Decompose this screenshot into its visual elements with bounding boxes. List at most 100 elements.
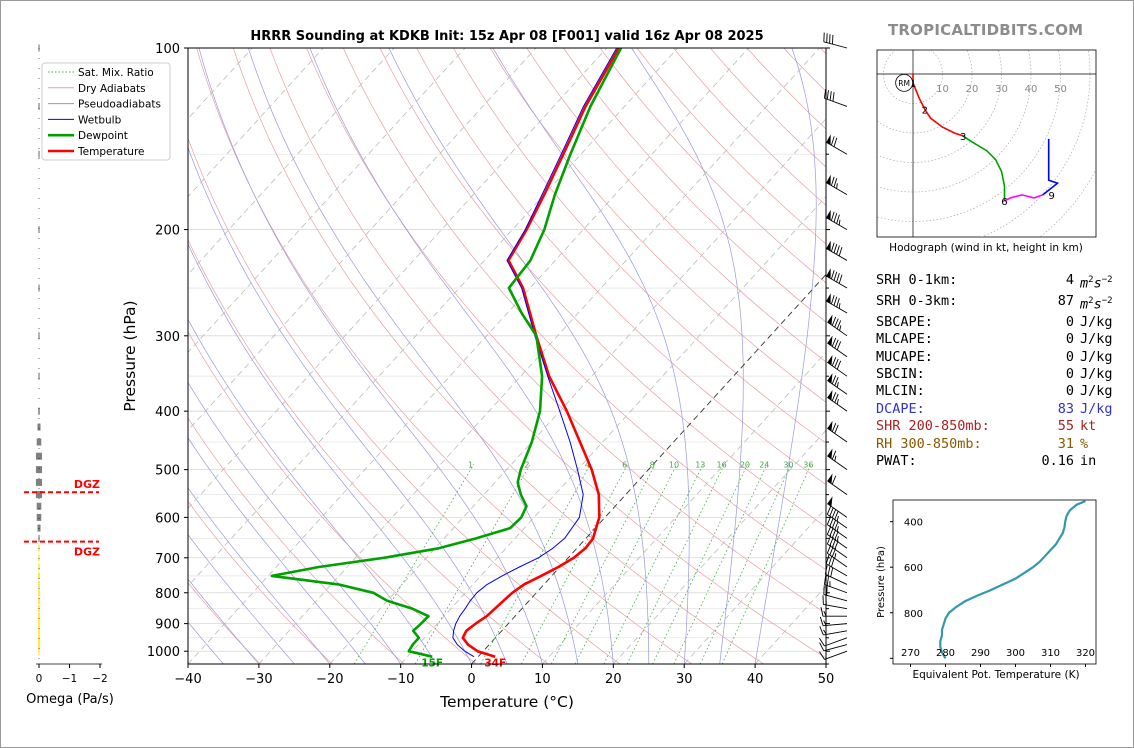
theta-y-tick-label: 800: [904, 609, 923, 620]
omega-bar: [35, 452, 43, 460]
theta-e-panel: 270 280 290 300 310 320 400 600 800 Equivalent Po…: [876, 499, 1097, 681]
wind-barb-feather: [829, 517, 834, 527]
theta-e-inner: [939, 500, 1086, 659]
hodograph-ring-label: 10: [936, 84, 949, 95]
pseudoadiabat: [188, 534, 295, 664]
wind-barb-feather: [834, 510, 839, 520]
omega-bar: [38, 563, 40, 571]
stat-value: 87: [1057, 292, 1074, 309]
mixing-ratio-line: [574, 464, 678, 664]
dry-adiabat: [188, 239, 549, 664]
stat-row: MLCIN: 0 J/kg: [876, 383, 1113, 400]
x-tick-label: −30: [245, 672, 272, 687]
legend-label: Sat. Mix. Ratio: [78, 67, 154, 79]
hodograph-segment: [1004, 194, 1044, 202]
stat-unit: J/kg: [1080, 313, 1113, 330]
hodograph-height-label: 2: [922, 105, 928, 116]
theta-x-tick-label: 280: [936, 648, 955, 659]
wind-barb: [827, 314, 848, 337]
chart-title: HRRR Sounding at KDKB Init: 15z Apr 08 […: [250, 29, 763, 44]
wind-barb: [825, 293, 848, 314]
wind-barb: [819, 642, 848, 652]
wind-barb-feather: [831, 509, 837, 518]
wind-barb-feather: [834, 424, 839, 434]
stat-row: SRH 0-1km: 4 m2s−2: [876, 272, 1113, 293]
dgz-label: DGZ: [74, 546, 100, 559]
mixing-ratio-label: 1: [468, 461, 473, 470]
x-tick-label: 30: [676, 672, 693, 687]
wind-barb: [827, 335, 848, 358]
wind-barb-feather: [830, 136, 835, 146]
wind-barb: [826, 515, 848, 539]
omega-x-tick-label: −2: [92, 673, 107, 685]
stat-unit: m2s−2: [1080, 295, 1113, 313]
x-axis-label: Temperature (°C): [439, 693, 574, 711]
wind-barb-feather: [834, 553, 837, 559]
wind-barb-feather: [829, 527, 834, 537]
hodograph-segment: [962, 135, 1006, 201]
wind-barb-feather: [831, 316, 837, 326]
pseudoadiabat: [188, 487, 331, 664]
wind-barb-feather: [829, 507, 834, 517]
theta-y-axis-label: Pressure (hPa): [876, 546, 887, 618]
omega-bar: [38, 150, 40, 158]
hodograph-height-label: 6: [1001, 197, 1007, 208]
dry-adiabat: [188, 582, 261, 664]
legend-label: Dewpoint: [78, 130, 128, 142]
mixing-ratio-line: [673, 464, 768, 664]
y-tick-label: 400: [155, 405, 180, 420]
wind-barb: [826, 525, 848, 549]
stat-unit: J/kg: [1080, 331, 1113, 348]
wind-barb: [827, 355, 848, 377]
theta-e-line: [939, 500, 1086, 659]
stat-label: RH 300-850mb:: [876, 435, 982, 452]
omega-bar: [35, 466, 43, 474]
isotherm: [188, 48, 466, 353]
stat-unit: in: [1080, 453, 1097, 470]
pseudoadiabat: [188, 578, 260, 664]
stat-value: 0: [1065, 366, 1074, 383]
omega-bar: [38, 572, 40, 580]
hodograph-height-label: 1: [910, 79, 916, 90]
stat-label: SHR 200-850mb:: [876, 418, 990, 435]
wind-barb-feather: [831, 475, 837, 485]
wind-barb-feather: [834, 455, 837, 462]
omega-bar: [36, 438, 42, 446]
wind-barb-feather: [836, 214, 840, 224]
isotherm: [188, 48, 395, 276]
stat-value: 4: [1065, 272, 1074, 288]
omega-bar: [38, 627, 40, 635]
omega-axis-label: Omega (Pa/s): [26, 692, 114, 707]
stats-table: SRH 0-1km: 4 m2s−2 SRH 0-3km: 87 m2s−2 SBCAPE:…: [876, 272, 1113, 470]
wind-barb-feather: [834, 339, 839, 349]
stat-unit: J/kg: [1080, 400, 1113, 417]
y-tick-label: 500: [155, 464, 180, 479]
stat-value: 83: [1057, 400, 1074, 417]
wind-barb: [824, 565, 848, 585]
isotherm: [188, 48, 678, 587]
x-tick-label: 50: [818, 672, 835, 687]
stat-unit: kt: [1080, 418, 1097, 435]
x-tick-label: 0: [467, 672, 475, 687]
wind-barb-feather: [836, 515, 839, 522]
wind-barb: [825, 554, 848, 577]
wind-barb-feather: [819, 626, 824, 636]
brand-label: TROPICALTIDBITS.COM: [888, 21, 1084, 39]
wind-barb-shaft: [824, 97, 848, 107]
wind-barb: [827, 448, 848, 471]
wind-barb-feather: [834, 530, 839, 540]
wind-barb-shaft: [825, 141, 848, 155]
isotherm: [258, 48, 820, 664]
wind-barb: [825, 174, 848, 195]
omega-bar: [38, 634, 40, 642]
dry-adiabat: [563, 48, 826, 323]
wind-barb-feather: [834, 376, 839, 386]
wind-barb-feather: [834, 521, 839, 530]
theta-x-tick-label: 320: [1076, 648, 1095, 659]
x-tick-label: 40: [747, 672, 764, 687]
mixing-ratio-line: [521, 464, 628, 664]
stat-unit: J/kg: [1080, 348, 1113, 365]
wind-barb-feather: [836, 183, 838, 189]
wind-barb-flag: [827, 373, 833, 384]
